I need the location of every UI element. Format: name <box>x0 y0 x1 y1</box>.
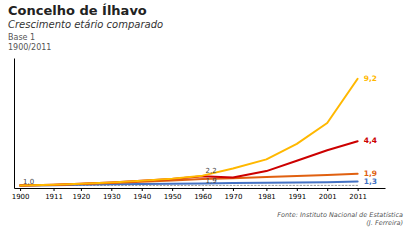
x-tick: 2001 <box>319 188 337 201</box>
x-tick-label: 1920 <box>72 193 90 201</box>
x-tick: 1981 <box>258 188 276 201</box>
source: Fonte: Instituto Nacional de Estatística <box>277 211 403 219</box>
x-tick: 1970 <box>225 188 243 201</box>
x-tick-mark <box>233 188 234 191</box>
subtitle: Crescimento etário comparado <box>8 19 163 30</box>
x-tick-label: 1950 <box>164 193 182 201</box>
annotations: 1,02,21,99,24,41,91,3 <box>23 74 377 186</box>
y-axis-line <box>14 59 15 189</box>
x-tick: 2011 <box>349 188 367 201</box>
x-tick: 1991 <box>288 188 306 201</box>
x-tick-mark <box>111 188 112 191</box>
x-tick-label: 2011 <box>349 193 367 201</box>
x-tick-label: 1991 <box>288 193 306 201</box>
annotation: 1,0 <box>23 178 34 186</box>
x-tick: 1920 <box>72 188 90 201</box>
x-tick-mark <box>358 188 359 191</box>
annotation: 2,2 <box>206 167 217 175</box>
x-tick-label: 2001 <box>319 193 337 201</box>
x-tick-mark <box>172 188 173 191</box>
subtitle: Base 1 <box>8 33 35 42</box>
x-axis-line <box>15 188 386 189</box>
subtitle: 1900/2011 <box>8 43 51 52</box>
x-tick-label: 1911 <box>45 193 63 201</box>
y-axis <box>14 59 15 189</box>
plot-area <box>20 79 358 186</box>
x-tick: 1930 <box>103 188 121 201</box>
x-tick: 1900 <box>12 188 30 201</box>
x-tick-label: 1970 <box>225 193 243 201</box>
x-tick-mark <box>266 188 267 191</box>
chart: Concelho de ÍlhavoCrescimento etário com… <box>0 0 409 229</box>
annotation: 1,9 <box>206 177 217 185</box>
annotation: 9,2 <box>364 74 377 83</box>
x-tick: 1940 <box>133 188 151 201</box>
x-tick-label: 1930 <box>103 193 121 201</box>
x-tick: 1950 <box>164 188 182 201</box>
x-tick-label: 1900 <box>12 193 30 201</box>
annotation: 1,3 <box>364 177 377 186</box>
x-tick-mark <box>20 188 21 191</box>
x-axis: 1900 1911 1920 1930 1940 1950 1960 1970 1981 1991… <box>12 188 386 201</box>
x-tick-mark <box>81 188 82 191</box>
title: Concelho de Ílhavo <box>8 3 147 18</box>
series-line <box>20 79 358 186</box>
x-tick-label: 1981 <box>258 193 276 201</box>
x-tick-mark <box>54 188 55 191</box>
x-tick-mark <box>142 188 143 191</box>
source: (J. Ferreira) <box>366 219 403 227</box>
annotation: 4,4 <box>364 136 377 145</box>
x-tick-mark <box>297 188 298 191</box>
x-tick-label: 1960 <box>194 193 212 201</box>
x-tick: 1911 <box>45 188 63 201</box>
series-line <box>20 141 358 185</box>
x-tick: 1960 <box>194 188 212 201</box>
x-tick-label: 1940 <box>133 193 151 201</box>
x-tick-mark <box>203 188 204 191</box>
x-tick-mark <box>327 188 328 191</box>
